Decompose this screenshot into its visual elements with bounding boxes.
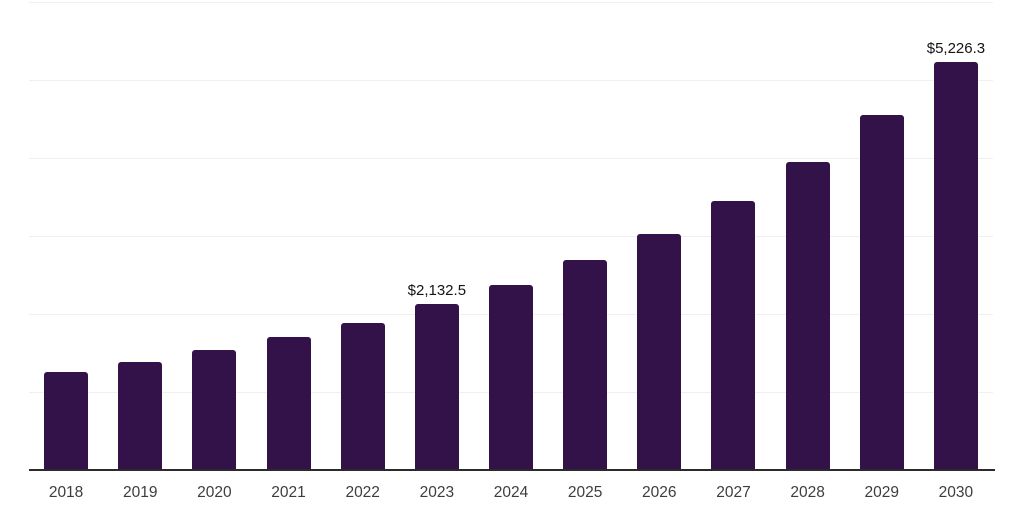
x-axis-labels: 2018 2019 2020 2021 2022 2023 2024 2025 2026 2027… xyxy=(29,484,993,504)
bar-2028 xyxy=(785,161,830,470)
x-tick-2023: 2023 xyxy=(419,484,455,501)
bar-2022 xyxy=(340,322,385,470)
bar-2027 xyxy=(711,200,756,470)
x-tick-2025: 2025 xyxy=(567,484,603,501)
plot-area: $2,132.5 $5,226.3 xyxy=(29,2,993,470)
bar-2020 xyxy=(192,349,237,470)
bar-2024 xyxy=(489,284,533,470)
x-tick-2029: 2029 xyxy=(864,484,900,501)
data-label-2030: $5,226.3 xyxy=(926,40,986,58)
x-tick-2024: 2024 xyxy=(493,484,529,501)
bar-2021 xyxy=(266,336,311,470)
x-tick-2027: 2027 xyxy=(716,484,751,501)
x-tick-2019: 2019 xyxy=(122,484,158,501)
x-tick-2022: 2022 xyxy=(345,484,380,501)
gridline-6000 xyxy=(29,2,993,3)
x-tick-2020: 2020 xyxy=(197,484,232,501)
bar-2019 xyxy=(118,361,163,470)
gridline-4000 xyxy=(29,158,993,159)
x-tick-2018: 2018 xyxy=(48,484,84,501)
gridline-3000 xyxy=(29,236,993,237)
x-tick-2030: 2030 xyxy=(938,484,974,501)
bar-2029 xyxy=(859,114,904,470)
x-tick-2026: 2026 xyxy=(642,484,677,501)
gridline-5000 xyxy=(29,80,993,81)
x-tick-2028: 2028 xyxy=(790,484,825,501)
bar-2018 xyxy=(44,372,89,470)
x-axis-line xyxy=(29,469,995,471)
bar-2025 xyxy=(563,260,608,470)
bar-2023 xyxy=(414,303,459,470)
bar-2026 xyxy=(637,233,682,470)
bar-2030 xyxy=(933,62,978,470)
data-label-2023: $2,132.5 xyxy=(407,281,467,299)
x-tick-2021: 2021 xyxy=(271,484,306,501)
